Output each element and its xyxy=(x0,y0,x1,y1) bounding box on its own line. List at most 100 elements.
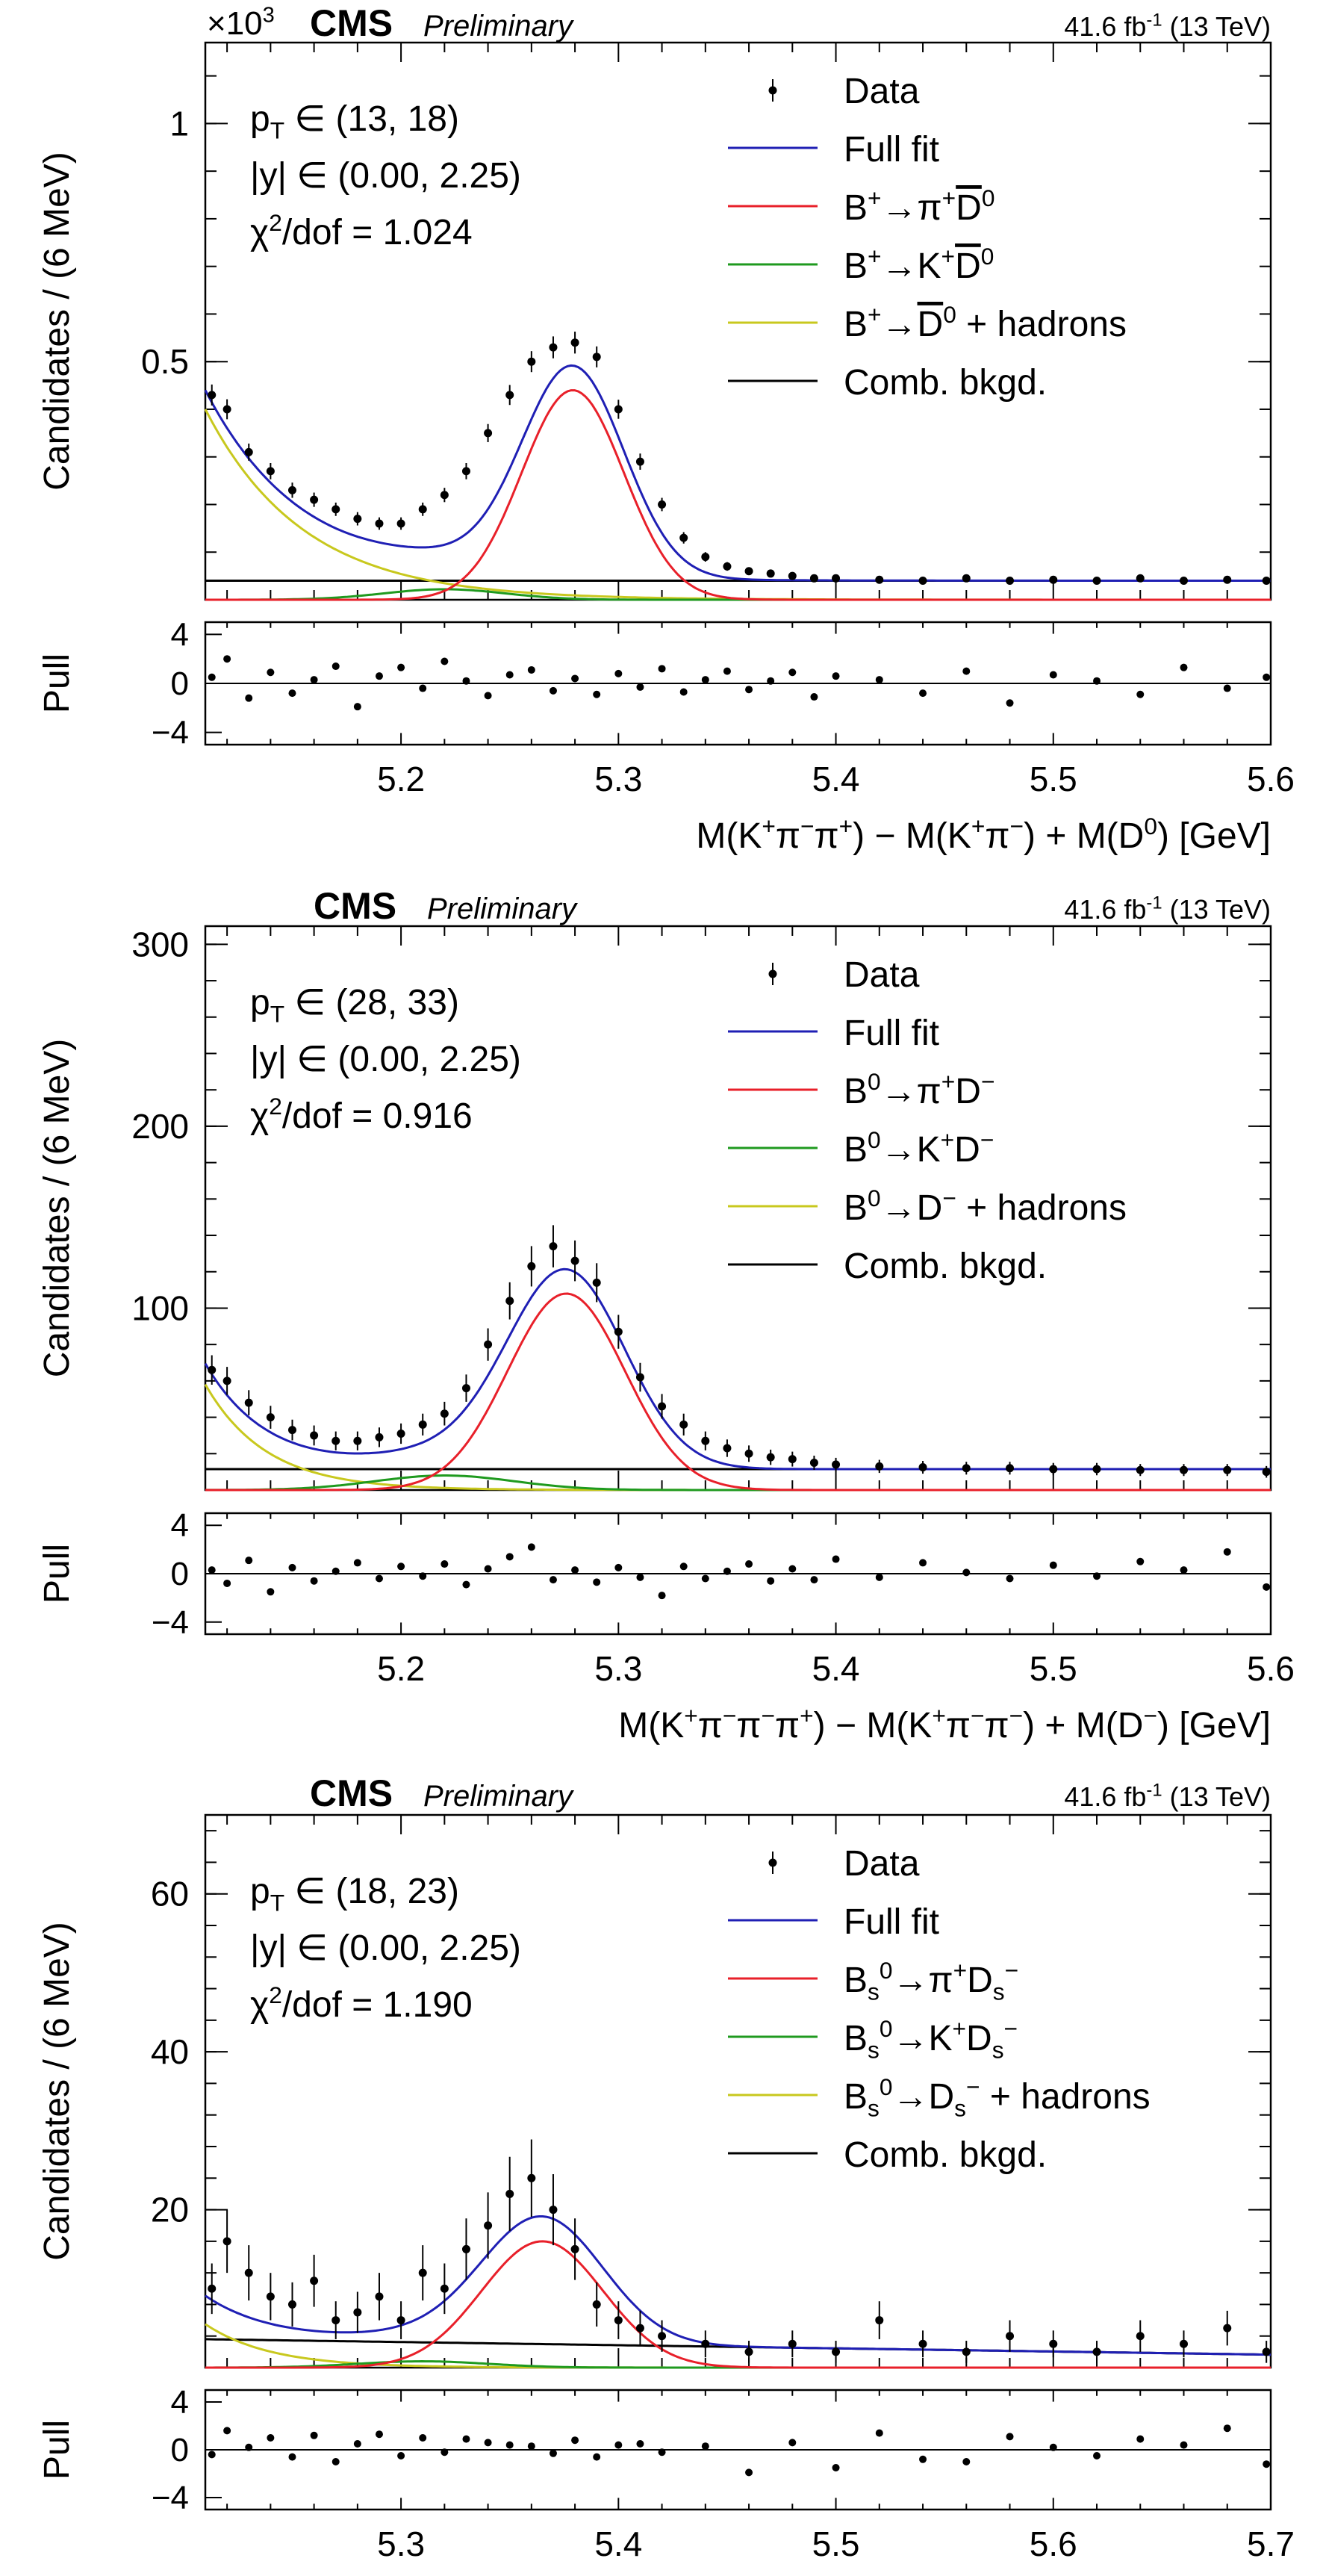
pull-point xyxy=(1263,2460,1271,2468)
luminosity-label: 41.6 fb-1 (13 TeV) xyxy=(1064,10,1271,42)
pull-point xyxy=(636,1573,644,1581)
pull-point xyxy=(788,1565,797,1573)
data-point xyxy=(788,2339,797,2348)
data-point xyxy=(744,567,753,576)
data-point xyxy=(875,2316,884,2325)
pull-point xyxy=(397,663,405,671)
data-point xyxy=(788,571,797,580)
legend-entry-label: Bs0→K+Ds− xyxy=(844,2015,1018,2064)
pull-point xyxy=(397,2452,405,2459)
data-point xyxy=(809,574,818,583)
pull-point xyxy=(549,686,557,695)
pull-point xyxy=(1049,671,1057,679)
pull-point xyxy=(288,2453,296,2461)
pull-point xyxy=(767,677,775,685)
data-point xyxy=(287,485,296,494)
data-point xyxy=(570,338,579,347)
y-scale-label: ×103 xyxy=(207,3,275,42)
x-tick-label: 5.4 xyxy=(594,2524,642,2563)
pull-point xyxy=(571,1566,579,1574)
data-point xyxy=(962,574,971,583)
x-tick-label: 5.3 xyxy=(594,1649,642,1688)
data-point xyxy=(396,1430,405,1438)
data-point xyxy=(208,391,217,400)
data-point xyxy=(570,2244,579,2253)
data-point xyxy=(244,2268,253,2277)
pull-point xyxy=(1049,1561,1057,1569)
pull-point xyxy=(1136,1557,1145,1565)
data-point xyxy=(1006,1464,1015,1473)
legend-entry-label: Data xyxy=(844,1844,920,1884)
pull-point xyxy=(767,1577,775,1585)
pull-point xyxy=(679,688,688,696)
pull-tick-label: 0 xyxy=(171,665,189,702)
data-point xyxy=(701,1436,710,1445)
data-point xyxy=(331,2316,340,2325)
pull-point xyxy=(462,2435,470,2443)
pull-point xyxy=(962,667,971,675)
legend-data-marker xyxy=(768,86,777,95)
pull-point xyxy=(1049,2443,1057,2451)
info-line-3: χ2/dof = 0.916 xyxy=(250,1093,473,1136)
data-point xyxy=(1049,2339,1058,2348)
data-point xyxy=(701,2339,710,2348)
data-point xyxy=(962,1464,971,1473)
y-tick-label: 60 xyxy=(151,1875,189,1914)
data-point xyxy=(375,2292,384,2301)
data-point xyxy=(962,2347,971,2356)
pull-point xyxy=(875,676,883,684)
pull-point xyxy=(223,655,231,663)
data-point xyxy=(208,2284,217,2293)
data-point xyxy=(375,1433,384,1441)
pull-point xyxy=(745,686,753,694)
pull-point xyxy=(208,2451,216,2459)
pull-point xyxy=(723,667,731,675)
pull-point xyxy=(419,1572,427,1580)
data-point xyxy=(418,2268,427,2277)
data-point xyxy=(832,2347,841,2356)
pull-point xyxy=(375,1574,383,1583)
data-point xyxy=(592,353,601,361)
pull-point xyxy=(331,1567,340,1575)
data-point xyxy=(723,562,732,571)
pull-point xyxy=(527,2442,535,2451)
data-point xyxy=(549,2206,558,2215)
pull-point xyxy=(1180,1566,1188,1574)
pull-point xyxy=(1223,684,1231,692)
pull-point xyxy=(593,2453,601,2461)
x-tick-label: 5.4 xyxy=(812,1649,860,1688)
chart-panel-1: ×103 CMS Preliminary 41.6 fb-1 (13 TeV) 5.2 5… xyxy=(37,2,1295,856)
data-point xyxy=(701,553,710,562)
data-point xyxy=(461,2244,470,2253)
data-point xyxy=(505,2189,514,2198)
info-line-3: χ2/dof = 1.024 xyxy=(250,209,473,252)
luminosity-label: 41.6 fb-1 (13 TeV) xyxy=(1064,893,1271,925)
data-point xyxy=(1092,2347,1101,2356)
x-tick-label: 5.5 xyxy=(812,2524,860,2563)
y-axis-title: Candidates / (6 MeV) xyxy=(37,152,77,491)
data-point xyxy=(614,405,623,414)
data-point xyxy=(744,1449,753,1458)
pull-point xyxy=(375,672,383,680)
pull-point xyxy=(353,703,361,711)
pull-point xyxy=(1006,2433,1014,2441)
legend-entry-label: B+→π+D0 xyxy=(844,184,994,228)
data-point xyxy=(1136,1465,1145,1474)
data-point xyxy=(875,575,884,584)
data-point xyxy=(549,343,558,352)
pull-point xyxy=(875,1573,883,1581)
x-tick-label: 5.2 xyxy=(377,760,425,798)
pull-point xyxy=(353,1559,361,1567)
legend-entry-label: B+→K+D0 xyxy=(844,243,994,286)
preliminary-label: Preliminary xyxy=(423,10,575,43)
data-point xyxy=(1223,1465,1232,1474)
signal-curve xyxy=(205,2240,1271,2369)
pull-point xyxy=(549,2449,557,2457)
data-point xyxy=(484,2221,493,2230)
pull-point xyxy=(1136,690,1145,698)
y-tick-label: 1 xyxy=(169,104,189,143)
signal-curve xyxy=(205,389,1271,601)
pull-point xyxy=(288,689,296,698)
data-point xyxy=(658,2332,667,2341)
pull-point xyxy=(745,1560,753,1568)
